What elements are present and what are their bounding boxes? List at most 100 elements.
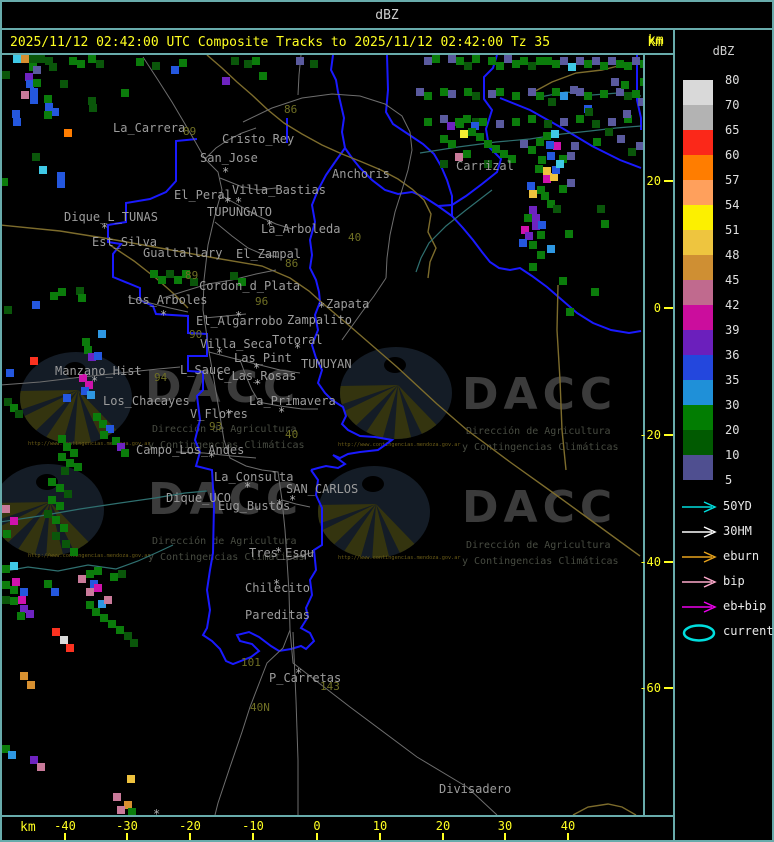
map-place-label: Campo_Los_Andes: [136, 443, 245, 457]
map-place-label: Villa_Bastias: [232, 183, 326, 197]
dacc-watermark-text: DACC: [462, 482, 618, 533]
road-line: [206, 55, 437, 279]
dbz-scale-value: 42: [725, 298, 740, 312]
river-line: [415, 189, 493, 273]
map-town-marker: *: [101, 221, 109, 235]
right-axis-tick: [664, 434, 673, 436]
radar-echo-cell: [26, 80, 34, 88]
map-place-label: Divisadero: [439, 782, 512, 796]
radar-echo-cell: [33, 66, 41, 74]
radar-echo-cell: [60, 524, 68, 532]
title-bar: dBZ: [0, 0, 774, 30]
radar-echo-cell: [567, 179, 575, 187]
dbz-scale-band: [683, 105, 713, 130]
radar-echo-cell: [30, 756, 38, 764]
scale-header: dBZ: [712, 44, 735, 58]
radar-echo-cell: [20, 605, 28, 613]
legend-item-label: eburn: [723, 549, 760, 563]
radar-echo-cell: [136, 58, 144, 66]
radar-echo-cell: [617, 135, 625, 143]
radar-echo-cell: [600, 90, 608, 98]
radar-echo-cell: [537, 231, 545, 239]
map-place-label: Villa_Seca: [200, 337, 273, 351]
radar-echo-cell: [82, 338, 90, 346]
radar-echo-cell: [424, 92, 432, 100]
radar-echo-cell: [520, 140, 528, 148]
minor-road-line: [219, 177, 277, 191]
radar-echo-cell: [37, 55, 45, 63]
radar-echo-cell: [10, 404, 18, 412]
dbz-scale-band: [683, 180, 713, 205]
map-town-marker: *: [222, 165, 230, 179]
radar-echo-cell: [547, 245, 555, 253]
radar-echo-cell: [112, 437, 120, 445]
track-arrow-icon: [681, 599, 721, 618]
radar-echo-cell: [118, 570, 126, 578]
dbz-scale-value: 54: [725, 198, 740, 212]
map-place-label: La_Carrera: [113, 121, 186, 135]
map-town-marker: *: [244, 480, 252, 494]
radar-echo-cell: [166, 270, 174, 278]
legend-item-label: 30HM: [723, 524, 752, 538]
radar-echo-cell: [621, 81, 629, 89]
radar-echo-cell: [455, 153, 463, 161]
radar-echo-cell: [179, 59, 187, 67]
radar-echo-cell: [611, 78, 619, 86]
right-axis-tick-label: -40: [639, 555, 661, 569]
radar-echo-cell: [238, 278, 246, 286]
radar-echo-cell: [538, 156, 546, 164]
radar-echo-cell: [86, 601, 94, 609]
map-place-label: El_Peral: [174, 188, 232, 202]
right-axis-tick: [664, 561, 673, 563]
radar-echo-cell: [27, 681, 35, 689]
radar-echo-cell: [432, 55, 440, 63]
radar-echo-cell: [94, 352, 102, 360]
radar-echo-cell: [463, 115, 471, 123]
radar-echo-cell: [2, 505, 10, 513]
radar-echo-cell: [632, 57, 640, 65]
map-place-label: SAN_CARLOS: [286, 482, 359, 496]
radar-echo-cell: [416, 88, 424, 96]
bottom-axis-tick: [379, 833, 381, 840]
dacc-eye-logo: [340, 345, 452, 452]
bottom-axis-unit-label: km: [20, 820, 36, 835]
map-town-marker: *: [294, 341, 302, 355]
radar-echo-cell: [536, 92, 544, 100]
map-place-label: P_Carretas: [269, 671, 342, 685]
radar-echo-cell: [51, 588, 59, 596]
radar-echo-cell: [529, 263, 537, 271]
map-place-label: Zapata: [326, 297, 370, 311]
dbz-scale-band: [683, 280, 713, 305]
radar-echo-cell: [13, 118, 21, 126]
dacc-watermark-text: DACC: [148, 474, 304, 525]
dacc-watermark-subtitle: Dirección de Agricultura y Contingencias …: [462, 426, 619, 453]
radar-echo-cell: [500, 150, 508, 158]
map-route-label: 40: [348, 231, 362, 244]
radar-echo-cell: [472, 92, 480, 100]
radar-echo-cell: [559, 277, 567, 285]
radar-echo-cell: [424, 57, 432, 65]
radar-echo-cell: [559, 185, 567, 193]
radar-echo-cell: [94, 567, 102, 575]
radar-echo-cell: [536, 138, 544, 146]
radar-echo-cell: [464, 88, 472, 96]
map-town-marker: *: [235, 309, 243, 323]
dacc-watermark-url: http://www.contingencias.mendoza.gov.ar: [338, 442, 461, 448]
boundary-line: [107, 138, 323, 666]
dbz-scale-band: [683, 405, 713, 430]
map-place-label: Manzano_Hist: [55, 364, 142, 378]
radar-echo-cell: [608, 118, 616, 126]
radar-echo-cell: [29, 55, 37, 63]
minor-road-line: [286, 551, 315, 561]
radar-echo-cell: [584, 92, 592, 100]
right-axis-tick-label: 0: [653, 301, 661, 315]
radar-echo-cell: [93, 413, 101, 421]
bottom-axis-tick-label: 10: [372, 819, 388, 833]
radar-echo-cell: [4, 398, 12, 406]
track-arrow-icon: [681, 524, 721, 543]
radar-echo-cell: [121, 89, 129, 97]
track-arrow-icon: [681, 499, 721, 518]
radar-echo-cell: [76, 287, 84, 295]
radar-echo-cell: [556, 160, 564, 168]
radar-echo-cell: [21, 55, 29, 63]
